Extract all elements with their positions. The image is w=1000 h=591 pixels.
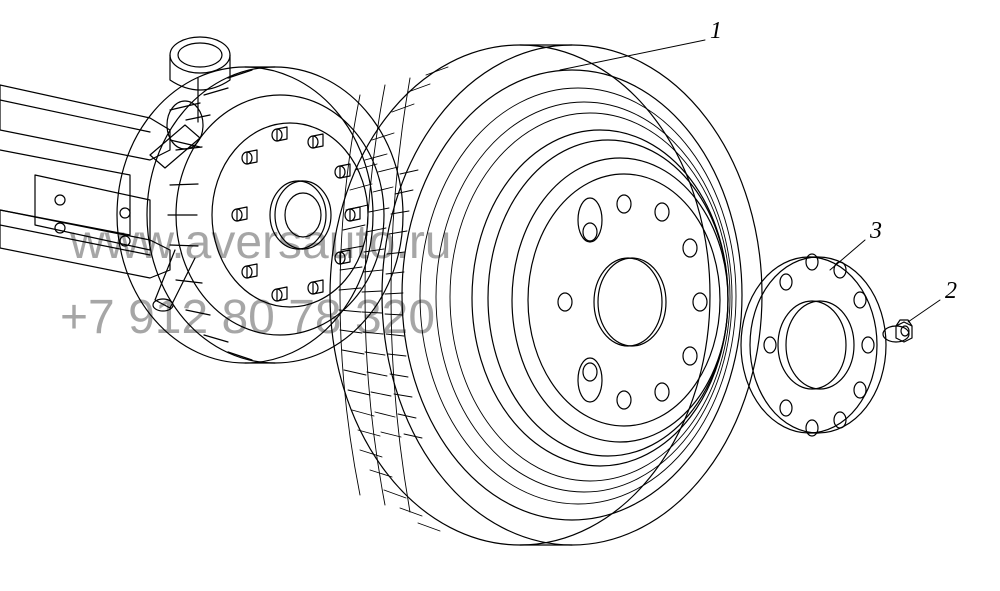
wheel-bolt-holes <box>558 195 707 409</box>
callout-2: 2 <box>945 278 957 305</box>
lug-nut <box>883 320 912 342</box>
callout-1: 1 <box>710 18 722 45</box>
wheel-with-tire <box>330 45 762 545</box>
brake-drum-hub <box>117 67 403 363</box>
tread-pattern <box>339 67 736 531</box>
clamp-ring <box>741 254 886 436</box>
callout-leaders <box>560 40 940 322</box>
diagram-svg <box>0 0 1000 591</box>
callout-3: 3 <box>870 218 882 245</box>
diagram-canvas: www.aversauto.ru +7 912 80 78 320 1 2 3 <box>0 0 1000 591</box>
